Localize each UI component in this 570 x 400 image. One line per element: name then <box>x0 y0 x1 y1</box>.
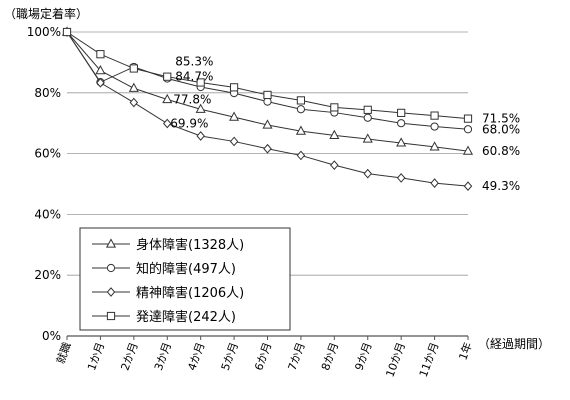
data-point <box>296 105 306 114</box>
x-tick-label: 2か月 <box>119 341 141 373</box>
y-tick-label: 80% <box>34 86 61 100</box>
data-point <box>129 97 139 108</box>
data-point <box>295 125 306 135</box>
data-point <box>229 111 240 121</box>
data-point <box>329 129 340 139</box>
x-tick-label: 1年 <box>456 340 475 362</box>
x-tick-label: 就職 <box>53 340 74 365</box>
data-point <box>196 131 205 141</box>
data-point <box>463 181 473 191</box>
data-label: 84.7% <box>175 70 213 84</box>
data-label: 69.9% <box>170 117 208 131</box>
x-tick-label: 9か月 <box>352 341 374 373</box>
data-point <box>229 83 239 92</box>
x-axis-title: （経過期間） <box>478 337 550 351</box>
legend: 身体障害(1328人) 知的障害(497人) 精神障害(1206人) 発達障害(242… <box>79 227 291 331</box>
data-point <box>463 125 473 134</box>
y-tick-label: 60% <box>34 147 61 161</box>
data-point <box>229 136 239 147</box>
data-point <box>162 93 173 104</box>
legend-marker <box>106 287 116 297</box>
legend-marker <box>106 263 116 273</box>
data-point <box>263 97 272 106</box>
data-point <box>397 108 406 117</box>
data-label: 77.8% <box>173 92 211 106</box>
data-point <box>429 141 440 151</box>
data-point <box>396 173 406 183</box>
x-tick-label: 11か月 <box>417 341 442 379</box>
data-point <box>95 64 106 75</box>
data-point <box>363 113 372 122</box>
legend-label: 発達障害(242人) <box>136 309 236 325</box>
data-point <box>330 160 339 171</box>
data-point <box>397 119 406 128</box>
data-point <box>195 103 206 113</box>
series-line <box>66 31 469 187</box>
legend-label: 身体障害(1328人) <box>136 237 244 253</box>
data-label: 68.0% <box>482 122 520 136</box>
x-tick-label: 7か月 <box>286 341 308 373</box>
data-point <box>129 64 138 73</box>
x-tick-label: 8か月 <box>319 341 341 373</box>
series-group <box>62 27 473 134</box>
data-point <box>430 178 439 188</box>
data-point <box>363 168 373 179</box>
y-tick-label: 100% <box>27 25 61 39</box>
x-tick-label: 1か月 <box>85 341 107 373</box>
data-point <box>296 150 306 161</box>
data-label: 85.3% <box>175 55 213 69</box>
data-point <box>96 77 105 88</box>
data-point <box>296 96 306 105</box>
y-tick-label: 40% <box>34 207 61 221</box>
data-point <box>263 143 272 154</box>
x-tick-labels: 就職 1か月 2か月 3か月 4か月 5か月 6か月 7か月 8か月 9か月 10か月 11か月 1年 <box>53 336 475 379</box>
x-tick-label: 3か月 <box>152 341 174 373</box>
data-point <box>262 119 273 129</box>
data-point <box>62 27 72 37</box>
data-point <box>430 122 439 131</box>
data-point <box>196 78 205 87</box>
data-point <box>128 82 139 92</box>
y-tick-label: 0% <box>42 329 61 343</box>
data-point <box>96 50 105 59</box>
y-axis-title: （職場定着率） <box>4 6 88 21</box>
data-point <box>330 103 339 112</box>
y-tick-labels: 0% 20% 40% 60% 80% 100% <box>27 25 61 343</box>
data-point <box>363 105 372 114</box>
legend-label: 精神障害(1206人) <box>136 285 244 301</box>
x-tick-label: 10か月 <box>383 341 408 379</box>
data-label: 60.8% <box>482 144 520 158</box>
legend-label: 知的障害(497人) <box>136 261 236 277</box>
data-label: 71.5% <box>482 112 520 126</box>
data-point <box>396 137 407 147</box>
series-group <box>61 26 474 155</box>
x-tick-label: 4か月 <box>185 341 207 373</box>
series-line <box>66 31 469 130</box>
data-point <box>362 133 373 143</box>
legend-marker <box>105 238 117 248</box>
series-layer <box>61 26 474 191</box>
data-point <box>462 145 474 155</box>
data-point <box>430 111 439 120</box>
annotation-layer: 85.3%84.7% 77.8% 69.9% 71.5%68.0% 60.8% 49.3% <box>170 55 520 193</box>
data-point <box>463 114 473 123</box>
data-point <box>263 90 272 100</box>
data-point <box>163 72 172 81</box>
data-label: 49.3% <box>482 179 520 193</box>
data-point <box>162 118 172 129</box>
series-group <box>62 27 473 191</box>
series-group <box>62 27 473 123</box>
x-tick-label: 6か月 <box>252 341 274 373</box>
legend-marker <box>106 311 116 321</box>
y-tick-label: 20% <box>34 268 61 282</box>
x-tick-label: 5か月 <box>219 341 241 373</box>
